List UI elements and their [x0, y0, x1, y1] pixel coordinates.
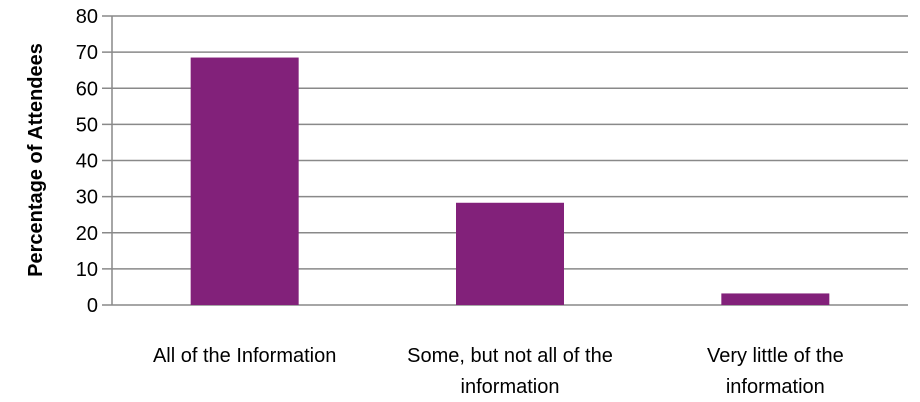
y-tick-label: 70: [76, 42, 98, 64]
bar: [721, 293, 830, 305]
x-category-labels: All of the Information Some, but not all …: [153, 345, 844, 398]
bar: [190, 57, 299, 306]
x-category-label: All of the Information: [153, 345, 336, 367]
x-category-label: Very little of the information: [707, 345, 844, 398]
y-tick-label: 0: [87, 295, 98, 317]
y-tick-label: 10: [76, 259, 98, 281]
y-axis-title: Percentage of Attendees: [25, 43, 47, 277]
y-tick-label: 60: [76, 78, 98, 100]
bars: [190, 57, 830, 306]
y-tick-label: 20: [76, 223, 98, 245]
y-tick-label: 30: [76, 187, 98, 209]
x-category-label: Some, but not all of the information: [407, 345, 613, 398]
y-tick-label: 80: [76, 6, 98, 28]
y-tick-label: 50: [76, 114, 98, 136]
y-tick-labels: 0 10 20 30 40 50 60 70 80: [76, 6, 98, 317]
bar: [456, 202, 564, 305]
y-tick-label: 40: [76, 151, 98, 173]
